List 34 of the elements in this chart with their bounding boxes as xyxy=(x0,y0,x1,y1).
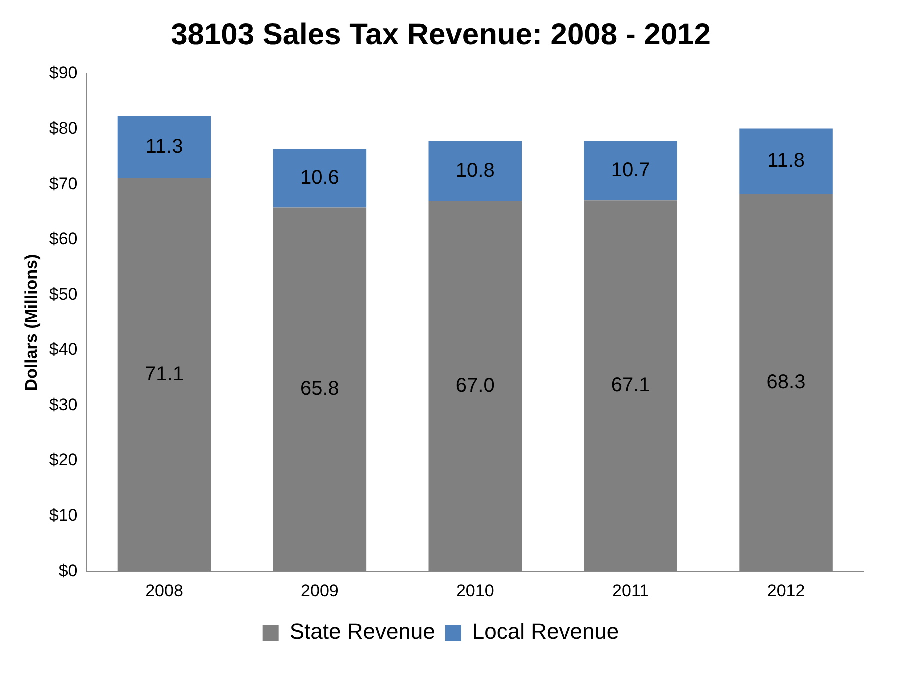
y-tick-label: $80 xyxy=(49,118,78,138)
y-axis-title: Dollars (Millions) xyxy=(22,254,41,392)
y-tick-label: $50 xyxy=(49,284,78,304)
bar xyxy=(584,141,678,201)
data-label: 10.8 xyxy=(456,160,495,182)
data-label: 11.8 xyxy=(768,150,806,172)
x-tick-label: 2011 xyxy=(612,581,650,600)
data-label: 11.3 xyxy=(146,136,184,158)
y-tick-label: $10 xyxy=(49,506,78,525)
bar xyxy=(273,149,367,208)
y-tick-label: $90 xyxy=(49,64,78,83)
y-tick-label: $0 xyxy=(58,561,78,580)
bar xyxy=(428,141,522,202)
data-label: 71.1 xyxy=(145,364,184,386)
y-tick-label: $70 xyxy=(49,174,78,194)
legend-label: Local Revenue xyxy=(472,619,620,644)
y-tick-label: $60 xyxy=(49,230,78,249)
x-tick-label: 2012 xyxy=(767,581,806,600)
chart-title: 38103 Sales Tax Revenue: 2008 - 2012 xyxy=(171,18,711,52)
bar xyxy=(118,116,212,178)
x-tick-label: 2009 xyxy=(301,581,339,600)
x-tick-label: 2010 xyxy=(456,581,494,600)
y-tick-label: $40 xyxy=(49,340,78,360)
data-label: 10.6 xyxy=(300,167,340,190)
y-tick-label: $30 xyxy=(49,395,78,414)
data-label: 65.8 xyxy=(300,378,340,400)
x-tick-label: 2008 xyxy=(146,581,184,600)
y-tick-label: $20 xyxy=(49,450,78,470)
legend-label: State Revenue xyxy=(290,619,436,644)
data-label: 67.0 xyxy=(456,374,495,397)
bar xyxy=(740,128,833,194)
data-label: 68.3 xyxy=(766,371,806,394)
data-label: 67.1 xyxy=(611,374,650,397)
data-label: 10.7 xyxy=(611,160,650,182)
